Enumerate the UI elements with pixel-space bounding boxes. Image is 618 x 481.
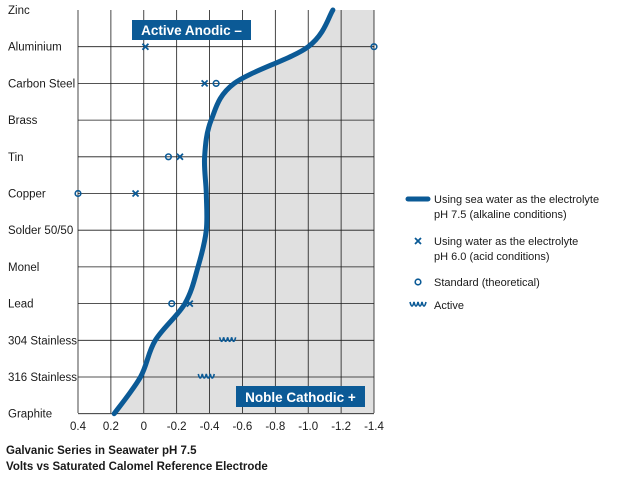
legend-label: Using sea water as the electrolyte [434,194,599,206]
banner-anodic-bg [132,20,251,40]
legend-item-circle: Standard (theoretical) [414,277,540,289]
x-tick-label: 0.4 [70,421,87,433]
circle-marker-aluminium [370,43,378,51]
category-label-solder-50-50: Solder 50/50 [8,225,73,237]
legend-label: Standard (theoretical) [434,277,540,289]
cross-marker-aluminium [141,43,150,51]
sea-water-curve [111,7,336,417]
wave-marker-316-stainless [197,373,216,379]
legend: Using sea water as the electrolyte pH 7.5… [405,194,599,312]
category-label-tin: Tin [8,152,24,164]
legend-item-wave: Active [409,300,464,312]
banner-cathodic-text: Noble Cathodic + [245,390,356,405]
x-tick-label: -0.6 [233,421,253,433]
legend-label: Using water as the electrolyte [434,236,578,248]
banner-anodic: Active Anodic – [132,20,251,40]
chart-title: Galvanic Series in Seawater pH 7.5 [6,445,197,457]
category-label-carbon-steel: Carbon Steel [8,78,75,90]
noble-shaded-region [114,10,374,414]
category-label-304-stainless: 304 Stainless [8,335,77,347]
x-tick-label: -1.4 [364,421,384,433]
legend-swatch-cross [414,237,422,245]
legend-label: pH 6.0 (acid conditions) [434,251,550,263]
legend-swatch-wave [409,301,427,307]
circle-marker-carbon-steel [212,79,220,87]
circle-marker-copper [74,189,82,198]
legend-label: pH 7.5 (alkaline conditions) [434,209,567,221]
category-label-brass: Brass [8,115,38,127]
category-label-316-stainless: 316 Stainless [8,372,77,384]
cross-marker-tin [176,153,184,161]
legend-item-curve: Using sea water as the electrolyte pH 7.5… [405,194,599,221]
x-tick-label: -0.4 [200,421,220,433]
chart-subtitle: Volts vs Saturated Calomel Reference Ele… [6,461,268,473]
legend-item-cross: Using water as the electrolyte pH 6.0 (ac… [414,236,578,263]
x-tick-label: 0.2 [103,421,119,433]
category-label-graphite: Graphite [8,409,52,421]
circle-marker-tin [164,153,173,161]
banner-anodic-text: Active Anodic – [141,23,242,38]
cross-marker-lead [186,299,194,308]
banner-cathodic: Noble Cathodic + [236,386,365,407]
category-labels: Zinc Aluminium Carbon Steel Brass Tin Copper S… [8,5,77,421]
cross-marker-carbon-steel [200,79,209,88]
x-tick-label: -1.2 [331,421,351,433]
category-label-monel: Monel [8,262,39,274]
category-label-zinc: Zinc [8,5,30,17]
wave-marker-304-stainless [218,337,237,343]
category-label-aluminium: Aluminium [8,42,62,54]
category-label-lead: Lead [8,299,34,311]
x-tick-label: -0.2 [167,421,187,433]
grid-layer [77,10,375,415]
x-tick-label: -1.0 [298,421,318,433]
category-label-copper: Copper [8,189,46,201]
legend-label: Active [434,300,464,312]
banner-cathodic-bg [236,386,365,407]
shaded-region-layer [114,10,374,414]
x-tick-label: -0.8 [265,421,285,433]
series-layer [74,7,378,417]
cross-marker-copper [131,189,140,198]
x-tick-labels: 0.4 0.2 0 -0.2 -0.4 -0.6 -0.8 -1.0 -1.2 -1.4 [70,421,385,433]
legend-swatch-circle [414,278,422,286]
x-tick-label: 0 [141,421,147,433]
circle-marker-lead [168,300,176,308]
